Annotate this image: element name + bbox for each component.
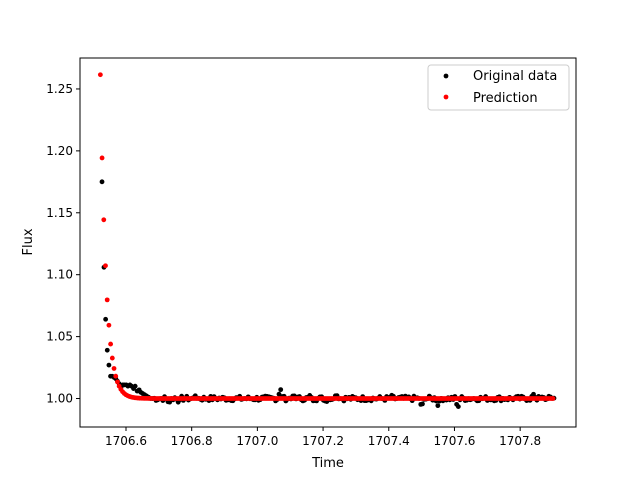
x-axis-ticks: 1706.6 1706.8 1707.0 1707.2 1707.4 1707.6 1707… <box>105 427 541 448</box>
data-points <box>97 72 557 409</box>
legend-label-prediction: Prediction <box>473 91 538 106</box>
prediction-point <box>106 322 112 328</box>
x-tick-label: 1707.6 <box>433 434 475 448</box>
y-tick-label: 1.25 <box>46 82 73 96</box>
series-prediction <box>97 72 556 401</box>
y-tick-label: 1.05 <box>46 330 73 344</box>
y-axis-label: Flux <box>21 228 36 255</box>
legend: Original data Prediction <box>427 64 570 111</box>
original-data-point <box>99 179 105 185</box>
prediction-point <box>108 341 114 347</box>
x-tick-label: 1707.4 <box>368 434 410 448</box>
original-data-point <box>276 391 282 397</box>
original-data-point <box>106 362 112 368</box>
y-tick-label: 1.10 <box>46 268 73 282</box>
y-tick-label: 1.20 <box>46 144 73 158</box>
prediction-point <box>104 297 110 303</box>
plot-frame <box>79 57 577 428</box>
original-data-point <box>278 387 284 393</box>
original-data-point <box>104 347 110 353</box>
original-data-point <box>420 401 425 407</box>
prediction-point <box>103 263 108 269</box>
x-tick-label: 1707.8 <box>499 434 541 448</box>
legend-marker-prediction <box>443 94 449 100</box>
legend-box <box>427 64 570 111</box>
original-data-point <box>455 404 461 409</box>
prediction-point <box>97 72 103 78</box>
original-data-point <box>435 403 441 409</box>
x-tick-label: 1707.0 <box>236 434 278 448</box>
prediction-point <box>101 217 107 223</box>
prediction-point <box>115 379 120 385</box>
x-axis-label: Time <box>311 456 344 471</box>
prediction-point <box>99 155 105 161</box>
original-data-point <box>103 316 109 322</box>
y-axis-ticks: 1.00 1.05 1.10 1.15 1.20 1.25 <box>46 82 80 406</box>
prediction-point <box>550 396 556 401</box>
legend-marker-original <box>443 73 449 79</box>
original-data-point <box>132 383 138 389</box>
x-tick-label: 1706.6 <box>105 434 147 448</box>
x-tick-label: 1707.2 <box>302 434 344 448</box>
y-tick-label: 1.15 <box>46 206 73 220</box>
legend-label-original: Original data <box>473 69 557 84</box>
prediction-point <box>113 373 119 379</box>
x-tick-label: 1706.8 <box>171 434 213 448</box>
y-tick-label: 1.00 <box>46 392 73 406</box>
prediction-point <box>111 366 117 371</box>
original-data-point <box>167 399 173 405</box>
prediction-point <box>109 355 115 361</box>
